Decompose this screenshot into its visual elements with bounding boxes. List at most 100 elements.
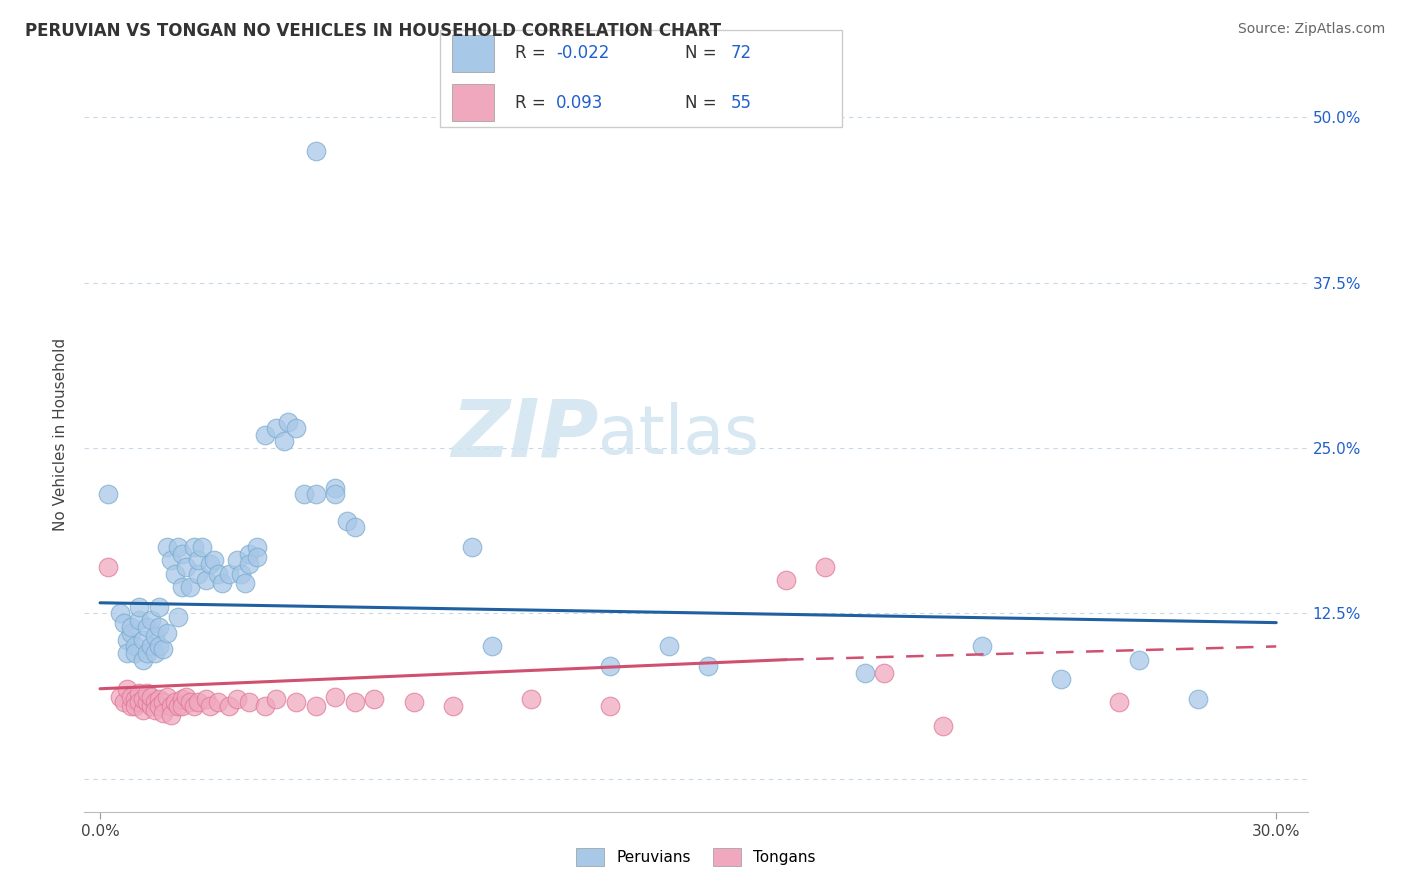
Point <box>120 698 142 713</box>
Point <box>179 580 201 594</box>
Point <box>148 640 170 654</box>
Point <box>108 690 131 704</box>
Point <box>97 487 120 501</box>
Point <box>273 434 295 449</box>
Point <box>198 558 221 572</box>
Point <box>124 698 146 713</box>
Point <box>520 692 543 706</box>
Text: 55: 55 <box>730 94 751 112</box>
Point <box>266 421 288 435</box>
Point <box>97 560 120 574</box>
Point <box>117 632 139 647</box>
Point <box>266 692 288 706</box>
Point <box>159 708 181 723</box>
Point <box>292 487 315 501</box>
Point <box>323 481 346 495</box>
Point <box>128 686 150 700</box>
Text: PERUVIAN VS TONGAN NO VEHICLES IN HOUSEHOLD CORRELATION CHART: PERUVIAN VS TONGAN NO VEHICLES IN HOUSEH… <box>25 22 721 40</box>
Point <box>187 553 209 567</box>
Point <box>1049 673 1071 687</box>
Point <box>363 692 385 706</box>
Point <box>657 640 679 654</box>
Point <box>305 144 328 158</box>
Point <box>124 640 146 654</box>
Point <box>108 607 131 621</box>
Point <box>136 695 159 709</box>
Point <box>481 640 503 654</box>
Point <box>599 698 621 713</box>
Text: N =: N = <box>685 45 721 62</box>
Point <box>277 415 299 429</box>
Point <box>120 690 142 704</box>
Point <box>139 698 162 713</box>
Point <box>143 629 166 643</box>
Point <box>402 695 425 709</box>
Point <box>143 703 166 717</box>
Point <box>163 566 186 581</box>
Point <box>226 553 249 567</box>
Point <box>172 692 194 706</box>
Point <box>117 681 139 696</box>
Point <box>112 615 135 630</box>
Point <box>305 698 328 713</box>
Point <box>139 640 162 654</box>
Point <box>172 580 194 594</box>
Point <box>814 560 837 574</box>
FancyBboxPatch shape <box>453 84 494 121</box>
Point <box>238 695 260 709</box>
Point <box>159 553 181 567</box>
Point <box>323 487 346 501</box>
Point <box>233 576 256 591</box>
Point <box>305 487 328 501</box>
Point <box>132 632 155 647</box>
Point <box>139 613 162 627</box>
Point <box>226 692 249 706</box>
Point <box>187 695 209 709</box>
Point <box>172 547 194 561</box>
Point <box>183 698 205 713</box>
Text: -0.022: -0.022 <box>557 45 610 62</box>
Point <box>172 698 194 713</box>
Text: N =: N = <box>685 94 721 112</box>
Point <box>174 690 197 704</box>
Point <box>132 703 155 717</box>
Point <box>285 421 308 435</box>
Point <box>148 698 170 713</box>
Point <box>132 653 155 667</box>
Point <box>696 659 718 673</box>
Point <box>120 619 142 633</box>
Point <box>159 698 181 713</box>
Text: 0.093: 0.093 <box>557 94 603 112</box>
Point <box>336 514 359 528</box>
Point <box>441 698 464 713</box>
Point <box>932 719 955 733</box>
Point <box>211 576 233 591</box>
Legend: Peruvians, Tongans: Peruvians, Tongans <box>571 842 821 871</box>
Point <box>132 692 155 706</box>
Point <box>120 626 142 640</box>
Point <box>972 640 994 654</box>
Point <box>156 541 179 555</box>
Point <box>174 560 197 574</box>
Point <box>187 566 209 581</box>
Point <box>218 566 240 581</box>
Point <box>461 541 484 555</box>
Point <box>124 692 146 706</box>
Point <box>231 566 253 581</box>
Point <box>152 706 174 720</box>
Point <box>238 547 260 561</box>
Point <box>136 686 159 700</box>
Point <box>202 553 225 567</box>
Point <box>163 695 186 709</box>
Point <box>143 695 166 709</box>
Text: atlas: atlas <box>598 402 759 467</box>
Point <box>343 695 366 709</box>
Point <box>152 642 174 657</box>
Point <box>853 665 876 680</box>
Point <box>117 646 139 660</box>
Point <box>323 690 346 704</box>
Point <box>238 558 260 572</box>
Point <box>167 698 190 713</box>
Point <box>218 698 240 713</box>
Point <box>343 520 366 534</box>
